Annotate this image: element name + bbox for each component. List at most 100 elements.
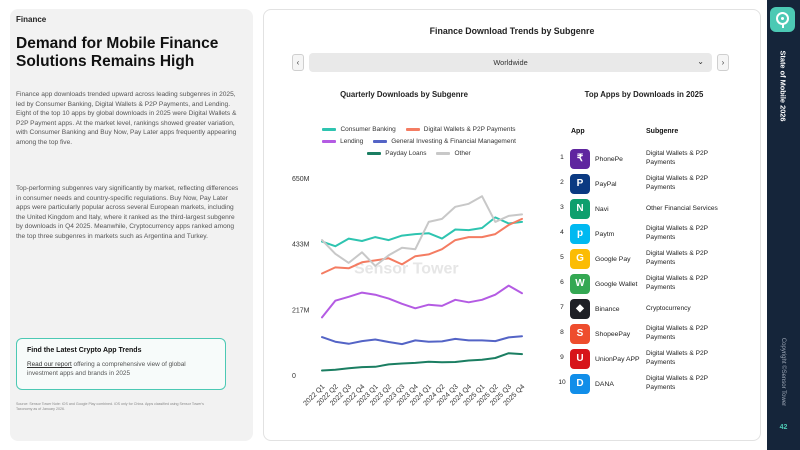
app-row: 5 G Google Pay Digital Wallets & P2P Paymen… — [554, 247, 744, 271]
app-row: 3 N Navi Other Financial Services — [554, 197, 744, 221]
legend-swatch — [322, 128, 337, 131]
app-row: 10 D DANA Digital Wallets & P2P Payments — [554, 372, 744, 396]
top-apps-title: Top Apps by Downloads in 2025 — [584, 90, 704, 99]
app-name: UnionPay APP — [595, 355, 640, 363]
app-name: Binance — [595, 305, 620, 313]
app-rank: 6 — [560, 279, 564, 286]
chart-legend: Consumer Banking Digital Wallets & P2P Pa… — [304, 126, 534, 162]
source-footnote: Source: Sensor Tower Note: iOS and Googl… — [16, 402, 204, 411]
report-sidebar — [767, 0, 800, 450]
app-row: 1 ₹ PhonePe Digital Wallets & P2P Payments — [554, 147, 744, 171]
app-subgenre: Digital Wallets & P2P Payments — [646, 325, 708, 341]
app-rank: 7 — [560, 304, 564, 311]
series-line — [321, 284, 523, 319]
navi-icon: N — [570, 199, 590, 219]
legend-label: Payday Loans — [385, 150, 427, 157]
callout-body: offering a comprehensive view of global … — [27, 361, 186, 377]
phonepe-icon: ₹ — [570, 149, 590, 169]
app-subgenre: Digital Wallets & P2P Payments — [646, 175, 708, 191]
paypal-icon: P — [570, 174, 590, 194]
legend-swatch — [322, 140, 337, 143]
y-tick-label: 650M — [292, 176, 310, 183]
legend-item: Other — [436, 150, 471, 157]
crypto-report-callout: Find the Latest Crypto App Trends Read o… — [16, 338, 226, 390]
google-pay-icon: G — [570, 249, 590, 269]
app-subgenre: Digital Wallets & P2P Payments — [646, 275, 708, 291]
app-rank: 5 — [560, 254, 564, 261]
region-prev-button[interactable]: ‹ — [292, 54, 304, 71]
app-subgenre: Digital Wallets & P2P Payments — [646, 250, 708, 266]
body-paragraph-1: Finance app downloads trended upward acr… — [16, 91, 237, 146]
chart-card: Finance Download Trends by Subgenre ‹ Wo… — [263, 9, 761, 441]
callout-text: Read our report offering a comprehensive… — [27, 360, 217, 378]
app-name: Navi — [595, 205, 609, 213]
legend-item: Lending — [322, 138, 363, 145]
read-report-link[interactable]: Read our report — [27, 361, 72, 368]
app-rank: 4 — [560, 229, 564, 236]
paytm-icon: p — [570, 224, 590, 244]
legend-swatch — [373, 140, 388, 143]
legend-item: Digital Wallets & P2P Payments — [405, 126, 516, 133]
region-select[interactable]: Worldwide ⌄ — [309, 53, 712, 72]
body-paragraph-2: Top-performing subgenres vary significan… — [16, 185, 239, 240]
shopeepay-icon: S — [570, 324, 590, 344]
app-subgenre: Digital Wallets & P2P Payments — [646, 375, 708, 391]
callout-title: Find the Latest Crypto App Trends — [27, 347, 142, 354]
app-row: 9 U UnionPay APP Digital Wallets & P2P Paym… — [554, 347, 744, 371]
app-name: PayPal — [595, 180, 617, 188]
legend-item: Consumer Banking — [322, 126, 396, 133]
google-wallet-icon: W — [570, 274, 590, 294]
sensor-tower-logo-icon — [770, 7, 795, 32]
app-row: 8 S ShopeePay Digital Wallets & P2P Payment… — [554, 322, 744, 346]
legend-swatch — [436, 152, 451, 155]
app-row: 7 ◆ Binance Cryptocurrency — [554, 297, 744, 321]
y-tick-label: 217M — [292, 307, 310, 314]
legend-label: General Investing & Financial Management — [391, 138, 516, 145]
page-headline: Demand for Mobile Finance Solutions Rema… — [16, 35, 219, 70]
app-name: ShopeePay — [595, 330, 631, 338]
app-name: Google Wallet — [595, 280, 638, 288]
app-rank: 9 — [560, 354, 564, 361]
app-subgenre: Other Financial Services — [646, 204, 718, 212]
region-value: Worldwide — [493, 58, 528, 67]
series-line — [321, 352, 523, 372]
series-line — [321, 216, 523, 248]
region-next-button[interactable]: › — [717, 54, 729, 71]
app-subgenre: Digital Wallets & P2P Payments — [646, 350, 708, 366]
copyright-text: Copyright ©Sensor Tower — [780, 337, 786, 407]
app-name: Paytm — [595, 230, 615, 238]
app-rank: 8 — [560, 329, 564, 336]
binance-icon: ◆ — [570, 299, 590, 319]
legend-label: Other — [454, 150, 471, 157]
y-tick-label: 0 — [292, 373, 296, 380]
legend-label: Lending — [340, 138, 364, 145]
app-subgenre: Digital Wallets & P2P Payments — [646, 225, 708, 241]
series-line — [321, 195, 523, 267]
app-rank: 1 — [560, 154, 564, 161]
watermark-text: Sensor Tower — [354, 260, 459, 277]
series-line — [321, 217, 523, 275]
series-line — [321, 335, 523, 346]
dana-icon: D — [570, 374, 590, 394]
app-rank: 10 — [558, 379, 566, 386]
page-number: 42 — [779, 424, 788, 431]
legend-swatch — [367, 152, 382, 155]
app-name: PhonePe — [595, 155, 623, 163]
legend-swatch — [405, 128, 420, 131]
app-row: 2 P PayPal Digital Wallets & P2P Payments — [554, 172, 744, 196]
legend-label: Consumer Banking — [340, 126, 396, 133]
chevron-down-icon: ⌄ — [697, 57, 704, 66]
app-name: DANA — [595, 380, 614, 388]
col-header-subgenre: Subgenre — [646, 128, 679, 135]
unionpay-icon: U — [570, 349, 590, 369]
app-subgenre: Cryptocurrency — [646, 304, 691, 312]
app-row: 4 p Paytm Digital Wallets & P2P Payments — [554, 222, 744, 246]
card-title: Finance Download Trends by Subgenre — [429, 26, 595, 36]
report-title: State of Mobile 2026 — [778, 50, 788, 122]
app-name: Google Pay — [595, 255, 631, 263]
legend-item: Payday Loans — [367, 150, 426, 157]
app-rank: 3 — [560, 204, 564, 211]
chart-title: Quarterly Downloads by Subgenre — [340, 90, 468, 99]
app-rank: 2 — [560, 179, 564, 186]
